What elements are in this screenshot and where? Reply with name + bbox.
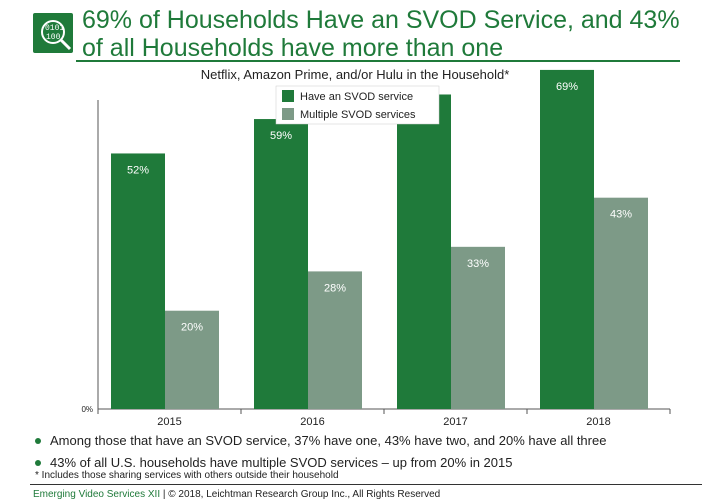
bar-multiple-2018	[594, 197, 648, 409]
x-tick-label: 2017	[443, 416, 467, 428]
legend-label: Multiple SVOD services	[300, 109, 416, 121]
bar-svod-2015	[111, 153, 165, 409]
chart-title: Netflix, Amazon Prime, and/or Hulu in th…	[200, 67, 510, 82]
legend-swatch	[282, 108, 294, 120]
x-tick-label: 2015	[157, 416, 181, 428]
bullet-item: 43% of all U.S. households have multiple…	[34, 454, 694, 471]
bullet-item: Among those that have an SVOD service, 3…	[34, 432, 694, 449]
bullet-dot-icon	[35, 438, 41, 444]
svod-bar-chart: 0%201552%20%201659%28%201764%33%201869%4…	[81, 69, 671, 428]
data-label: 43%	[610, 209, 632, 221]
svg-text:100: 100	[46, 33, 61, 42]
data-label: 28%	[324, 282, 346, 294]
legend-swatch	[282, 90, 294, 102]
footer-brand: Emerging Video Services XII	[33, 489, 161, 500]
legend-label: Have an SVOD service	[300, 91, 413, 103]
bar-multiple-2017	[451, 246, 505, 409]
page-title: 69% of Households Have an SVOD Service, …	[82, 6, 680, 62]
data-label: 20%	[181, 322, 203, 334]
x-tick-label: 2018	[586, 416, 610, 428]
bar-multiple-2016	[308, 271, 362, 409]
bar-svod-2016	[254, 119, 308, 410]
title-divider	[76, 60, 680, 62]
footer-copyright: | © 2018, Leichtman Research Group Inc.,…	[160, 489, 441, 500]
data-label: 33%	[467, 258, 489, 270]
x-tick-label: 2016	[300, 416, 324, 428]
data-label: 52%	[127, 164, 149, 176]
bar-svod-2017	[397, 94, 451, 409]
company-logo: 0101 100	[33, 13, 73, 53]
footnote: * Includes those sharing services with o…	[35, 470, 339, 481]
legend-box	[275, 85, 440, 125]
bullet-dot-icon	[35, 460, 41, 466]
data-label: 69%	[556, 81, 578, 93]
bar-svod-2018	[540, 69, 594, 410]
bar-multiple-2015	[165, 310, 219, 409]
bullet-text: Among those that have an SVOD service, 3…	[50, 433, 607, 448]
y-tick-label: 0%	[81, 405, 93, 414]
bullet-text: 43% of all U.S. households have multiple…	[50, 455, 513, 470]
footer-divider	[30, 484, 702, 485]
svg-text:0101: 0101	[45, 24, 64, 33]
footer: Emerging Video Services XII | © 2018, Le…	[33, 489, 440, 500]
bullet-list: Among those that have an SVOD service, 3…	[34, 432, 694, 476]
data-label: 59%	[270, 130, 292, 142]
